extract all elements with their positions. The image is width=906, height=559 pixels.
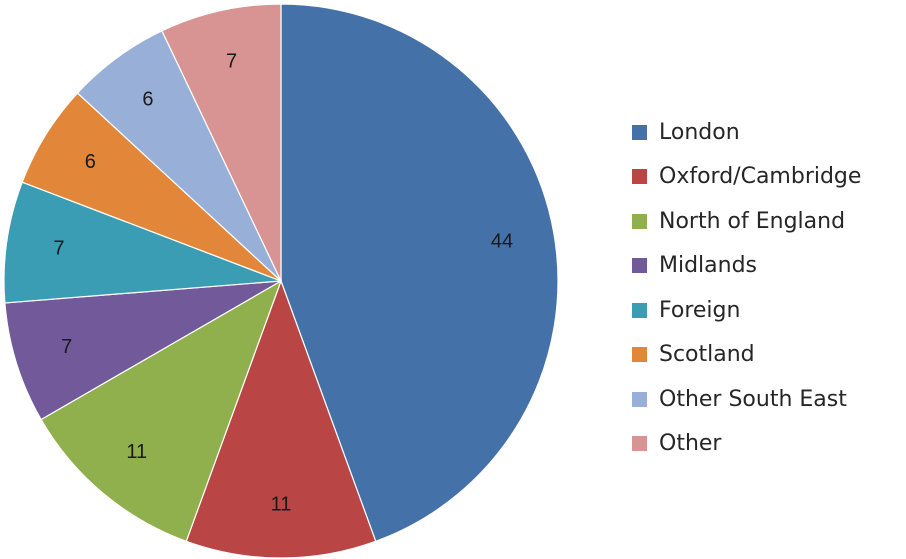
data-label-other: 7	[226, 50, 237, 72]
data-label-north-of-england: 11	[126, 441, 147, 463]
data-label-oxford-cambridge: 11	[271, 494, 292, 516]
legend-swatch-london	[632, 124, 647, 140]
legend-label-other-south-east: Other South East	[659, 386, 847, 412]
legend-swatch-other	[632, 436, 647, 452]
pie-slice-london	[280, 3, 559, 543]
legend-item-midlands: Midlands	[632, 244, 861, 289]
legend-item-other: Other	[632, 422, 861, 467]
pie-slice-foreign	[3, 181, 282, 304]
pie-slice-midlands	[4, 280, 282, 421]
legend-label-london: London	[659, 119, 740, 145]
legend-label-scotland: Scotland	[659, 342, 755, 368]
legend-item-foreign: Foreign	[632, 288, 861, 333]
legend-swatch-north-of-england	[632, 213, 647, 229]
legend-swatch-foreign	[632, 302, 647, 318]
legend-label-other: Other	[659, 431, 722, 457]
legend-swatch-oxford-cambridge	[632, 169, 647, 185]
legend-label-oxford-cambridge: Oxford/Cambridge	[659, 164, 862, 190]
data-label-midlands: 7	[61, 336, 72, 358]
legend-item-london: London	[632, 110, 861, 155]
pie-slice-north-of-england	[40, 279, 283, 543]
data-label-foreign: 7	[53, 237, 64, 259]
data-label-scotland: 6	[85, 151, 96, 173]
data-label-london: 44	[491, 230, 513, 252]
legend-item-oxford-cambridge: Oxford/Cambridge	[632, 155, 861, 200]
legend-swatch-midlands	[632, 258, 647, 274]
legend-label-midlands: Midlands	[659, 253, 758, 279]
pie-slice-oxford-cambridge	[185, 279, 377, 559]
slice-data-labels: 44 11 11 7 7 6 6 7	[53, 50, 513, 515]
legend-item-other-south-east: Other South East	[632, 377, 861, 422]
data-label-other-south-east: 6	[142, 89, 153, 111]
legend-label-foreign: Foreign	[659, 297, 741, 323]
legend-item-north-of-england: North of England	[632, 199, 861, 244]
pie-slices	[3, 3, 559, 559]
legend-swatch-scotland	[632, 347, 647, 363]
legend-label-north-of-england: North of England	[659, 208, 846, 234]
pie-slice-other	[161, 3, 282, 282]
legend: London Oxford/Cambridge North of England…	[632, 110, 861, 466]
legend-item-scotland: Scotland	[632, 333, 861, 378]
legend-swatch-other-south-east	[632, 391, 647, 407]
